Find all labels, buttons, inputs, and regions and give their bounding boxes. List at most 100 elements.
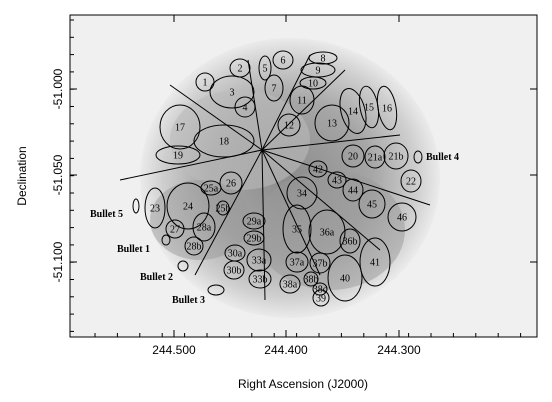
region-ellipse-37a: [285, 251, 309, 273]
region-ellipse-36a: [308, 209, 346, 255]
region-label-9: 9: [316, 66, 321, 77]
region-label-41: 41: [370, 258, 380, 269]
region-label-46: 46: [397, 213, 407, 224]
region-label-29b: 29b: [247, 234, 262, 245]
region-label-21a: 21a: [368, 153, 383, 164]
region-ellipse-21a: [364, 145, 386, 169]
region-label-25b: 25b: [216, 204, 231, 215]
bullet-label-bullet-2: Bullet 2: [140, 272, 173, 283]
region-ellipse-19: [155, 145, 201, 165]
bullet-label-bullet-4: Bullet 4: [426, 152, 459, 163]
region-ellipse-40: [327, 254, 363, 302]
region-label-28a: 28a: [197, 223, 212, 234]
region-ellipse-11: [289, 85, 315, 115]
region-label-39: 39: [316, 294, 326, 305]
region-label-33a: 33a: [252, 256, 267, 267]
region-ellipse-4: [234, 96, 256, 118]
region-ellipse-27: [165, 219, 185, 239]
region-label-23: 23: [150, 204, 160, 215]
y-tick-label-2: -51.100: [51, 241, 65, 282]
bullet-labels: Bullet 1 Bullet 2 Bullet 3 Bullet 4 Bullet 5: [90, 152, 459, 306]
region-label-8: 8: [321, 54, 326, 65]
region-ellipses: [132, 50, 423, 307]
bullet-label-bullet-1: Bullet 1: [117, 244, 150, 255]
region-ellipse-7: [264, 74, 284, 102]
bullet-label-bullet-3: Bullet 3: [172, 295, 205, 306]
region-label-40: 40: [340, 274, 350, 285]
region-ellipse-38c: [312, 282, 328, 296]
region-ellipse-24: [166, 182, 210, 230]
region-ellipse-23: [144, 187, 166, 229]
region-label-7: 7: [272, 84, 277, 95]
region-label-24: 24: [183, 202, 193, 213]
x-tick-label-1: 244.400: [264, 343, 308, 357]
region-ellipse-38a: [279, 274, 301, 294]
region-label-37b: 37b: [313, 259, 328, 270]
region-ellipse-25b: [216, 200, 230, 216]
region-label-2: 2: [238, 64, 243, 75]
bullet-label-bullet-5: Bullet 5: [90, 209, 123, 220]
region-ellipse-35: [282, 204, 312, 254]
y-tick-label-1: -51.050: [51, 154, 65, 195]
region-ellipse-33b: [248, 269, 272, 289]
region-label-30a: 30a: [228, 249, 243, 260]
region-ellipse-43: [327, 171, 347, 189]
x-tick-label-0: 244.500: [152, 343, 196, 357]
region-ellipse-28b: [184, 236, 204, 256]
bullet-ellipse-4: [413, 150, 423, 164]
region-label-38c: 38c: [313, 285, 328, 296]
region-ellipse-42: [308, 160, 328, 178]
region-label-18: 18: [219, 137, 229, 148]
region-ellipse-36b: [339, 228, 361, 254]
y-tick-label-0: -51.000: [51, 68, 65, 109]
region-label-16: 16: [382, 104, 392, 115]
region-ellipse-1: [195, 72, 215, 92]
region-ellipse-30b: [223, 260, 245, 280]
region-label-30b: 30b: [227, 266, 242, 277]
region-label-27: 27: [170, 225, 180, 236]
region-label-36b: 36b: [343, 237, 358, 248]
region-ellipse-3: [209, 75, 255, 109]
x-tick-label-2: 244.300: [377, 343, 421, 357]
region-label-36a: 36a: [320, 228, 335, 239]
region-label-17: 17: [175, 123, 185, 134]
bullet-ellipse-5: [132, 198, 140, 214]
region-ellipse-34: [286, 176, 318, 210]
region-label-1: 1: [203, 78, 208, 89]
region-ellipse-44: [342, 178, 364, 202]
bullet-ellipse-2: [177, 260, 189, 272]
region-ellipse-5: [258, 55, 272, 81]
region-label-11: 11: [297, 96, 307, 107]
region-label-35: 35: [292, 225, 302, 236]
region-ellipse-28a: [192, 212, 216, 242]
region-label-29a: 29a: [247, 217, 262, 228]
region-ellipse-46: [387, 202, 417, 232]
x-axis-label: Right Ascension (J2000): [238, 377, 368, 391]
region-label-45: 45: [367, 200, 377, 211]
region-label-21b: 21b: [389, 152, 404, 163]
y-axis-label: Declination: [15, 146, 29, 205]
region-ellipse-22: [400, 169, 422, 193]
region-ellipse-10: [299, 76, 327, 90]
region-ellipse-41: [359, 237, 391, 287]
region-label-22: 22: [406, 177, 416, 188]
region-ellipse-6: [272, 50, 294, 70]
region-ellipse-38b: [303, 271, 319, 287]
region-ellipse-33a: [246, 248, 272, 272]
region-ellipse-26: [219, 171, 243, 195]
region-ellipse-12: [277, 113, 301, 137]
region-label-43: 43: [332, 176, 342, 187]
region-label-14: 14: [348, 107, 358, 118]
region-label-38a: 38a: [283, 280, 298, 291]
region-label-4: 4: [243, 103, 248, 114]
region-ellipse-17: [159, 104, 201, 150]
region-label-44: 44: [348, 186, 358, 197]
region-ellipse-13: [314, 104, 350, 142]
region-label-38b: 38b: [304, 275, 319, 286]
region-label-42: 42: [313, 165, 323, 176]
region-label-13: 13: [327, 119, 337, 130]
region-label-34: 34: [297, 189, 307, 200]
region-label-28b: 28b: [187, 242, 202, 253]
